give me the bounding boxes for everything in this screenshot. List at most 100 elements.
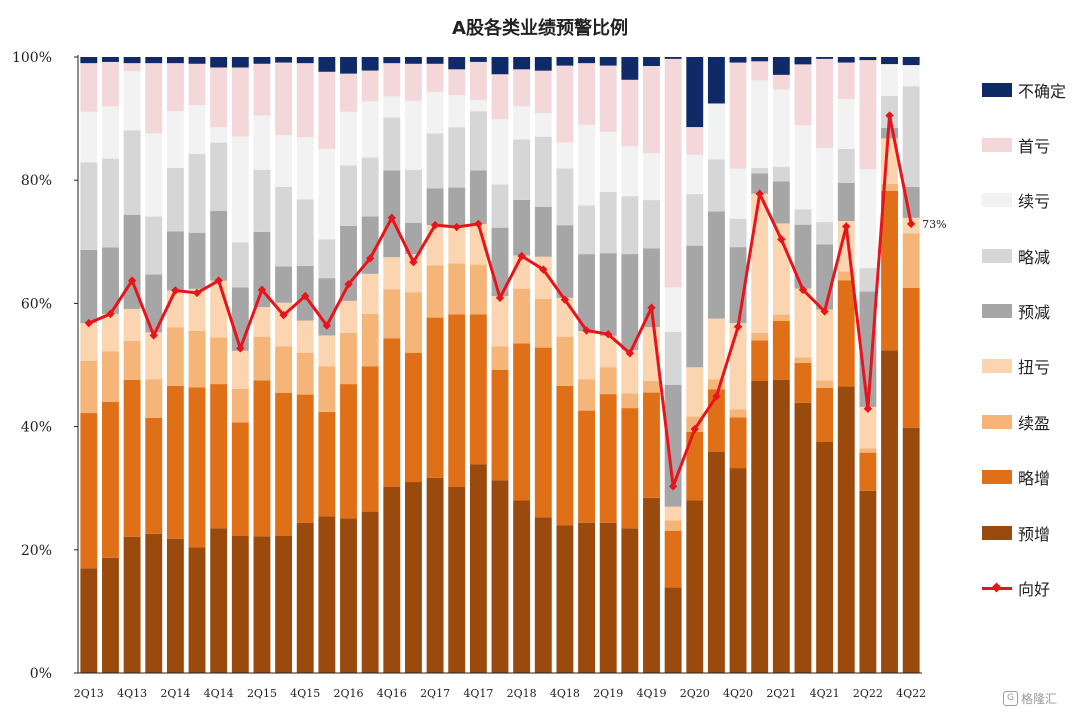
bar-segment-4Q15-2 <box>296 352 314 395</box>
legend-item-略减: 略减 <box>982 240 1077 271</box>
bar-segment-2Q18-6 <box>513 106 531 140</box>
bar-segment-2Q17-4 <box>426 188 444 226</box>
bar-segment-1Q20-7 <box>664 58 682 288</box>
bar-segment-4Q21-3 <box>816 309 834 381</box>
x-tick-label: 4Q18 <box>550 687 580 700</box>
line-layer: 73% <box>84 111 947 491</box>
legend-item-续盈: 续盈 <box>982 406 1077 437</box>
bar-segment-2Q21-0 <box>772 379 790 673</box>
y-tick-label: 100% <box>12 50 52 66</box>
bar-segment-2Q16-7 <box>340 73 357 112</box>
x-tick-label: 4Q14 <box>204 687 234 700</box>
legend-line-marker <box>982 581 1012 595</box>
legend-label: 预增 <box>1018 524 1051 544</box>
bar-segment-2Q16-1 <box>340 384 357 519</box>
legend-item-略增: 略增 <box>982 462 1077 493</box>
x-tick-label: 2Q19 <box>593 687 623 700</box>
line-point-3Q15 <box>279 310 288 320</box>
bar-segment-3Q21-7 <box>794 64 812 126</box>
bar-segment-4Q18-0 <box>556 525 574 673</box>
bar-segment-2Q16-6 <box>340 111 357 166</box>
bar-segment-4Q21-6 <box>816 148 834 223</box>
bar-segment-1Q21-8 <box>751 57 769 62</box>
bar-segment-2Q21-1 <box>772 321 790 380</box>
bar-segment-2Q16-4 <box>340 225 357 301</box>
bar-segment-4Q22-5 <box>902 86 920 187</box>
bar-segment-4Q15-5 <box>296 199 314 266</box>
bar-segment-1Q15-3 <box>231 350 249 390</box>
line-point-1Q21 <box>755 189 764 198</box>
bar-segment-3Q15-6 <box>275 135 293 187</box>
bar-segment-3Q19-2 <box>621 393 639 409</box>
bar-segment-3Q13-2 <box>102 351 119 402</box>
line-point-4Q18 <box>560 295 570 304</box>
bar-segment-4Q19-4 <box>643 248 660 328</box>
bar-segment-1Q16-3 <box>318 335 336 367</box>
bar-segment-2Q18-4 <box>513 199 531 256</box>
line-point-1Q14 <box>149 331 158 340</box>
bar-segment-2Q13-1 <box>80 413 98 569</box>
bar-segment-2Q19-8 <box>599 57 617 66</box>
bar-segment-2Q21-4 <box>772 181 790 224</box>
legend-label: 扭亏 <box>1018 358 1051 378</box>
bar-segment-1Q21-7 <box>751 61 769 81</box>
bar-segment-4Q17-0 <box>469 464 487 673</box>
bar-segment-2Q14-7 <box>166 63 184 112</box>
bar-segment-4Q14-1 <box>210 384 228 529</box>
bar-segment-4Q18-2 <box>556 336 574 386</box>
bar-segment-3Q18-2 <box>534 299 552 348</box>
bar-segment-2Q13-4 <box>80 249 98 324</box>
bar-segment-3Q13-8 <box>102 57 119 62</box>
bar-segment-1Q22-6 <box>837 98 855 149</box>
legend-item-向好: 向好 <box>982 573 1077 604</box>
bar-segment-3Q16-4 <box>361 216 379 274</box>
bar-segment-2Q21-6 <box>772 89 790 167</box>
bar-segment-1Q14-7 <box>145 63 163 134</box>
bar-segment-1Q20-5 <box>664 331 682 385</box>
line-point-1Q22 <box>842 222 851 231</box>
bar-segment-2Q14-3 <box>166 290 184 328</box>
x-tick-label: 4Q20 <box>723 687 753 700</box>
y-tick-label: 20% <box>21 543 52 559</box>
bar-segment-4Q13-5 <box>123 130 141 215</box>
y-tick-label: 0% <box>30 666 52 682</box>
bar-segment-1Q15-1 <box>231 422 249 536</box>
bar-segment-1Q15-4 <box>231 287 249 351</box>
watermark-text: 格隆汇 <box>1021 692 1058 706</box>
bar-segment-1Q17-1 <box>405 352 422 483</box>
bar-segment-2Q20-5 <box>686 194 704 246</box>
bar-segment-1Q15-8 <box>231 57 249 68</box>
bar-segment-4Q21-7 <box>816 58 834 149</box>
bar-segment-4Q16-5 <box>383 117 401 171</box>
bar-segment-4Q15-1 <box>296 394 314 523</box>
bar-segment-4Q18-6 <box>556 142 574 169</box>
bar-segment-2Q13-0 <box>80 568 98 673</box>
bar-segment-1Q17-8 <box>405 57 422 64</box>
bar-segment-2Q13-8 <box>80 57 98 64</box>
bar-segment-1Q16-6 <box>318 148 336 240</box>
bar-segment-2Q20-6 <box>686 154 704 195</box>
line-point-3Q13 <box>106 309 115 319</box>
legend-item-续亏: 续亏 <box>982 185 1077 216</box>
bar-segment-4Q13-1 <box>123 379 141 537</box>
bar-segment-3Q22-0 <box>881 350 898 673</box>
bar-segment-4Q19-7 <box>643 65 660 154</box>
bar-segment-4Q22-1 <box>902 288 920 428</box>
bar-segment-3Q16-5 <box>361 157 379 217</box>
bar-segment-1Q16-0 <box>318 516 336 673</box>
bar-segment-3Q18-7 <box>534 70 552 113</box>
x-tick-label: 2Q14 <box>160 687 190 700</box>
bar-segment-1Q18-8 <box>491 57 509 75</box>
line-point-3Q17 <box>452 222 461 232</box>
bar-segment-4Q21-2 <box>816 380 834 388</box>
bar-segment-4Q19-6 <box>643 153 660 201</box>
bar-segment-3Q18-5 <box>534 136 552 207</box>
bar-segment-3Q21-8 <box>794 57 812 65</box>
bar-segment-4Q21-5 <box>816 222 834 245</box>
bar-segment-2Q15-6 <box>253 115 271 170</box>
bar-segment-1Q18-5 <box>491 184 509 228</box>
bar-segment-3Q18-4 <box>534 206 552 257</box>
line-point-2Q22 <box>863 404 873 413</box>
bar-segment-3Q16-1 <box>361 366 379 512</box>
